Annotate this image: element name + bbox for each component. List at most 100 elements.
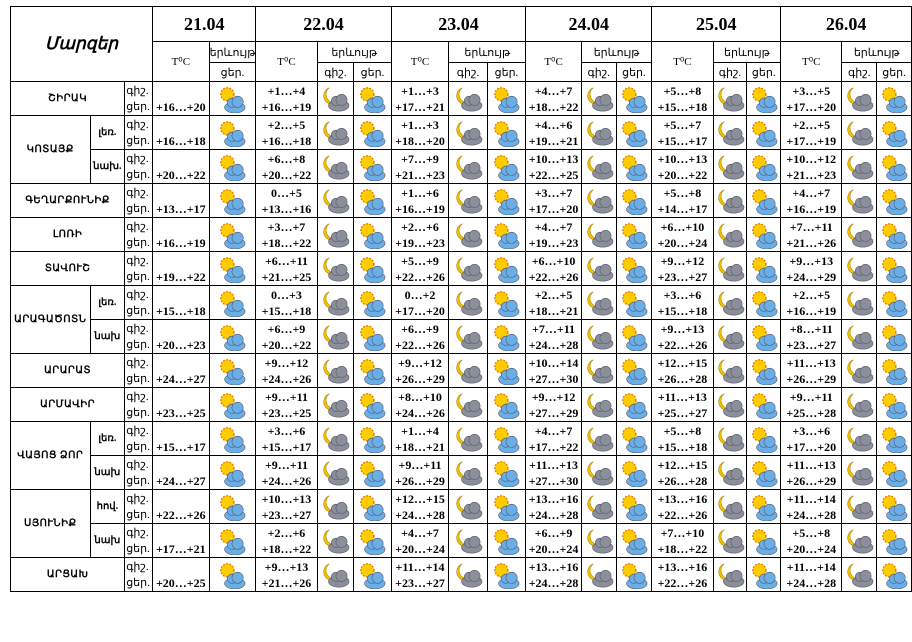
icon-part: [886, 163, 908, 181]
icon-part: [372, 231, 384, 244]
time-labels: գիշ. ցեր.: [124, 557, 154, 592]
icon-cell: [486, 81, 527, 116]
weather-icon: [220, 562, 246, 589]
weather-icon: [323, 257, 350, 281]
icon-part: [372, 265, 384, 278]
region-row: ԱՐԱՐԱՏ գիշ. ցեր. +24…+27 +9…+12 +24…+26 +9…+12…: [9, 353, 912, 388]
weather-icon: [751, 154, 778, 181]
icon-part: [336, 161, 348, 174]
day-temp: +22…+26: [528, 269, 579, 284]
icon-cell: [712, 115, 748, 150]
temp-cell: +9…+11 +26…+29: [390, 455, 450, 490]
icon-part: [763, 163, 776, 176]
weather-icon: [622, 86, 648, 113]
weather-icon: [494, 358, 520, 385]
temp-cell: +3…+6 +15…+18: [651, 285, 714, 320]
icon-cell: [580, 149, 617, 184]
icon-part: [232, 95, 244, 108]
icon-part: [461, 93, 483, 111]
weather-icon: [847, 563, 874, 587]
night-temp: +9…+12: [531, 389, 576, 404]
icon-part: [859, 433, 872, 446]
night-temp: +5…+8: [663, 83, 702, 98]
icon-part: [852, 399, 874, 417]
weather-icon: [622, 460, 648, 487]
icon-part: [372, 469, 384, 482]
icon-part: [372, 299, 384, 312]
icon-part: [232, 299, 244, 312]
night-temp: +6…+9: [267, 321, 306, 336]
icon-part: [859, 535, 872, 548]
weather-icon: [718, 87, 745, 111]
icon-part: [882, 460, 897, 476]
night-temp: +5…+8: [663, 423, 702, 438]
icon-part: [224, 503, 246, 521]
day-temp: +16…+19: [786, 303, 837, 318]
icon-cell: [746, 353, 782, 388]
icon-part: [852, 93, 874, 111]
day-temp: +18…+21: [395, 439, 445, 454]
icon-cell: [316, 149, 355, 184]
icon-part: [886, 231, 908, 249]
weather-icon: [847, 87, 874, 111]
weather-icon: [882, 154, 908, 181]
icon-part: [224, 537, 246, 555]
weather-icon: [718, 189, 745, 213]
icon-part: [372, 401, 384, 414]
day-temp: +16…+18: [261, 133, 312, 148]
day-temp: +15…+18: [657, 303, 708, 318]
sub-region: նախ: [89, 319, 126, 354]
icon-part: [886, 503, 908, 521]
icon-part: [886, 367, 908, 385]
icon-cell: [580, 285, 617, 320]
night-temp: +2…+5: [792, 287, 831, 302]
icon-part: [622, 426, 637, 442]
weather-icon: [587, 393, 614, 417]
icon-cell: [746, 387, 782, 422]
weather-icon: [587, 563, 614, 587]
icon-part: [723, 433, 745, 451]
icon-part: [622, 256, 637, 272]
icon-part: [498, 571, 520, 589]
icon-part: [751, 392, 767, 408]
day-temp: +20…+24: [786, 541, 837, 556]
spacer: [154, 83, 209, 99]
day-label: ցեր.: [126, 474, 150, 487]
icon-cell: [841, 387, 878, 422]
night-temp: +5…+7: [663, 117, 702, 132]
icon-part: [360, 324, 376, 340]
icon-part: [751, 188, 767, 204]
icon-part: [498, 333, 520, 351]
icon-part: [755, 265, 778, 283]
icon-part: [751, 222, 767, 238]
temp-cell: +6…+8 +20…+22: [255, 149, 318, 184]
weather-icon: [847, 427, 874, 451]
temp-cell: +4…+7 +19…+23: [525, 217, 582, 252]
temp-cell: +22…+26: [152, 489, 210, 524]
icon-cell: [353, 217, 392, 252]
icon-cell: [316, 319, 355, 354]
icon-cell: [580, 217, 617, 252]
icon-part: [591, 263, 614, 281]
day-temp: +26…+29: [395, 473, 445, 488]
icon-part: [882, 392, 897, 408]
icon-cell: [746, 421, 782, 456]
weather-icon: [882, 494, 908, 521]
icon-part: [755, 435, 778, 453]
icon-part: [852, 501, 874, 519]
weather-icon: [847, 393, 874, 417]
icon-part: [763, 299, 776, 312]
icon-part: [220, 154, 236, 170]
weather-icon: [323, 87, 350, 111]
region-row: ՍՅՈՒՆԻՔ հով. գիշ. ցեր. +22…+26 +10…+13 +23…+27…: [10, 489, 912, 558]
icon-part: [328, 161, 350, 179]
day-temp: +15…+17: [155, 439, 206, 454]
icon-cell: [876, 319, 912, 354]
day-temp: +18…+22: [528, 99, 579, 114]
icon-cell: [486, 387, 527, 422]
day-temp: +22…+26: [657, 337, 708, 352]
weather-icon: [847, 189, 874, 213]
icon-part: [494, 528, 510, 544]
day-label: ցեր.: [126, 372, 150, 385]
day-temp: +23…+27: [261, 507, 312, 522]
